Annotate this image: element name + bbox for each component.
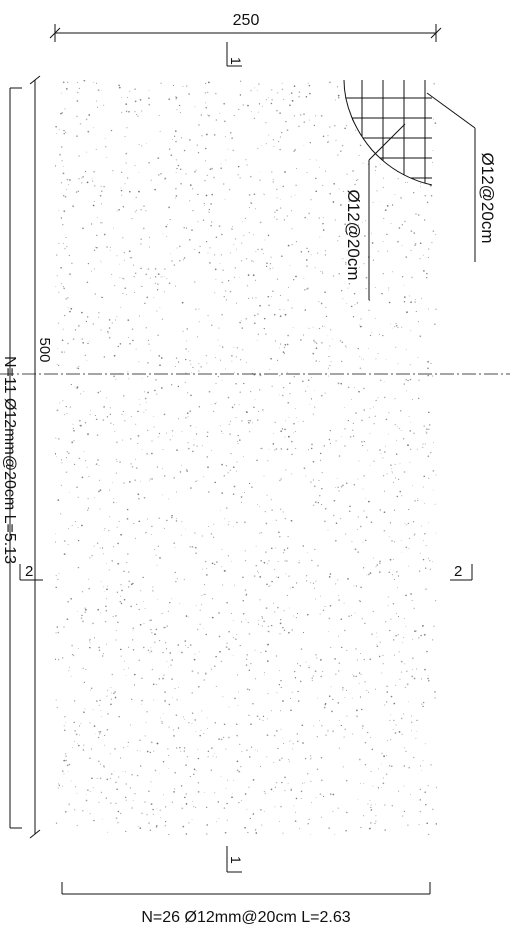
callout-inner-label: Ø12@20cm [344,190,363,281]
top-dimension [49,24,442,42]
section-2-left-label: 2 [25,563,33,580]
top-dimension-label: 250 [233,12,260,29]
callout-outer-label: Ø12@20cm [478,153,497,244]
side-dimension-label: 500 [36,337,53,362]
section-1-bottom-label: 1 [228,856,244,864]
bottom-rebar-bracket [61,882,431,895]
cutaway-edge [343,79,433,186]
concrete-stipple [55,80,437,835]
section-2-right-marker [450,564,473,581]
section-1-top-marker [226,42,242,67]
section-1-top-label: 1 [228,57,244,65]
left-rebar-bracket [9,87,22,829]
bottom-rebar-label: N=26 Ø12mm@20cm L=2.63 [141,909,350,926]
callout-leaders [368,92,476,300]
section-1-bottom-marker [226,846,242,873]
section-2-left-marker [19,564,43,581]
section-2-right-label: 2 [454,563,462,580]
left-rebar-label: N=11 Ø12mm@20cm L=5.13 [1,356,18,564]
slab-panel [55,80,437,835]
side-dimension [29,75,41,839]
